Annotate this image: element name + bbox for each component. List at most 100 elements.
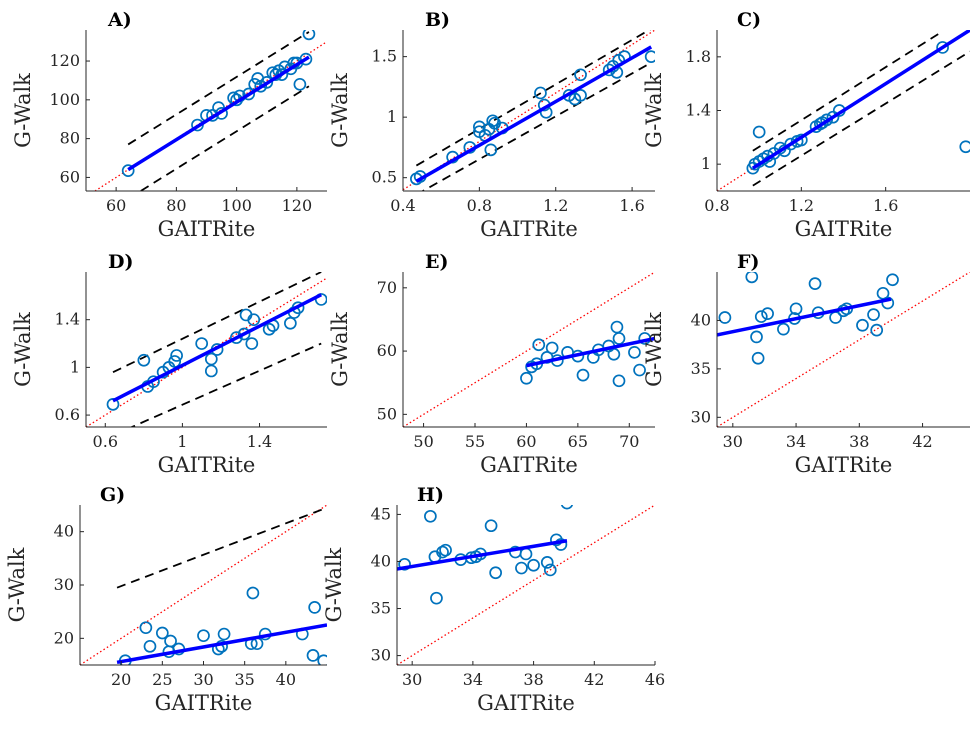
panel-a: 60 80 100 120 60 80 100 120 GAITRite G-Walk A) bbox=[11, 9, 327, 241]
regression-line bbox=[127, 55, 310, 172]
identity-line bbox=[403, 30, 655, 191]
data-point bbox=[484, 143, 498, 157]
data-point bbox=[527, 558, 540, 572]
y-tick-label: 70 bbox=[377, 278, 397, 297]
panel-label: B) bbox=[425, 9, 450, 31]
data-point bbox=[520, 371, 533, 385]
data-point bbox=[633, 363, 646, 377]
x-axis-label: GAITRite bbox=[480, 453, 578, 477]
y-tick-label: 1.4 bbox=[686, 101, 711, 120]
data-point bbox=[554, 538, 568, 551]
y-tick-label: 0.5 bbox=[372, 168, 397, 187]
y-tick-label: 1.5 bbox=[372, 47, 397, 66]
data-point bbox=[314, 293, 327, 306]
identity-line bbox=[403, 272, 655, 427]
x-tick-label: 30 bbox=[723, 432, 743, 451]
limit-of-agreement-line bbox=[138, 85, 310, 191]
y-tick-label: 30 bbox=[371, 646, 391, 665]
data-point bbox=[820, 113, 833, 127]
panel-label: H) bbox=[417, 484, 444, 506]
data-point bbox=[602, 63, 616, 77]
x-tick-label: 50 bbox=[413, 432, 433, 451]
data-point bbox=[293, 77, 307, 91]
identity-line bbox=[86, 277, 327, 427]
y-tick-label: 1 bbox=[70, 357, 80, 376]
y-axis-label: G-Walk bbox=[328, 73, 352, 148]
data-point bbox=[230, 331, 243, 344]
x-tick-label: 46 bbox=[645, 670, 665, 689]
data-point bbox=[745, 272, 759, 284]
y-tick-label: 35 bbox=[371, 599, 391, 618]
limit-of-agreement-line bbox=[129, 342, 322, 427]
x-tick-label: 60 bbox=[106, 196, 126, 215]
data-point bbox=[607, 347, 621, 361]
data-point bbox=[574, 89, 587, 102]
x-tick-label: 1.6 bbox=[873, 196, 898, 215]
y-tick-label: 50 bbox=[377, 404, 397, 423]
data-point bbox=[959, 140, 970, 154]
limit-of-agreement-line bbox=[127, 31, 310, 146]
data-point bbox=[247, 313, 261, 327]
plot-area bbox=[717, 30, 970, 191]
panel-h: 30 34 38 42 46 30 35 40 45 GAITRite G-Walk H) bbox=[322, 484, 665, 715]
y-axis-label: G-Walk bbox=[328, 312, 352, 387]
panel-label: E) bbox=[425, 251, 448, 273]
panel-label: D) bbox=[108, 251, 133, 273]
data-point bbox=[217, 627, 231, 641]
plot-area bbox=[80, 505, 327, 665]
plot-area bbox=[86, 272, 327, 427]
data-point bbox=[197, 629, 210, 643]
x-tick-label: 30 bbox=[402, 670, 422, 689]
y-tick-label: 40 bbox=[54, 522, 74, 541]
data-point bbox=[139, 621, 153, 635]
panel-label: F) bbox=[737, 251, 759, 273]
x-tick-label: 0.6 bbox=[93, 432, 118, 451]
data-point bbox=[777, 322, 790, 336]
data-point bbox=[170, 349, 183, 362]
data-point bbox=[137, 353, 151, 367]
x-tick-label: 0.8 bbox=[467, 196, 492, 215]
data-point bbox=[237, 327, 251, 341]
x-tick-label: 60 bbox=[516, 432, 536, 451]
data-point bbox=[262, 322, 276, 336]
y-tick-label: 1 bbox=[387, 107, 397, 126]
data-point bbox=[302, 30, 316, 41]
limit-of-agreement-line bbox=[752, 50, 970, 187]
y-tick-label: 30 bbox=[691, 407, 711, 426]
data-point bbox=[204, 364, 218, 378]
data-point bbox=[484, 519, 498, 533]
plot-area bbox=[94, 30, 327, 191]
data-point bbox=[143, 639, 157, 653]
data-point bbox=[612, 374, 626, 388]
data-point bbox=[195, 337, 209, 350]
data-point bbox=[246, 586, 260, 600]
x-tick-label: 25 bbox=[152, 670, 172, 689]
data-point bbox=[204, 352, 218, 366]
x-axis-label: GAITRite bbox=[480, 217, 578, 241]
x-tick-label: 34 bbox=[463, 670, 483, 689]
x-tick-label: 38 bbox=[523, 670, 543, 689]
y-tick-label: 60 bbox=[60, 167, 80, 186]
data-point bbox=[543, 563, 557, 577]
limit-of-agreement-line bbox=[420, 61, 652, 191]
panel-c: 0.8 1.2 1.6 1 1.4 1.8 GAITRite G-Walk C) bbox=[642, 9, 970, 241]
limit-of-agreement-line bbox=[415, 30, 651, 167]
panel-f: 30 34 38 42 30 35 40 GAITRite G-Walk F) bbox=[642, 251, 970, 477]
y-tick-label: 1.8 bbox=[686, 47, 711, 66]
y-axis-label: G-Walk bbox=[642, 312, 666, 387]
x-tick-label: 40 bbox=[276, 670, 296, 689]
x-tick-label: 65 bbox=[568, 432, 588, 451]
data-point bbox=[826, 110, 840, 124]
x-tick-label: 20 bbox=[111, 670, 131, 689]
data-point bbox=[519, 547, 533, 561]
y-tick-label: 1 bbox=[701, 154, 711, 173]
data-point bbox=[870, 323, 884, 337]
y-tick-label: 40 bbox=[691, 310, 711, 329]
data-point bbox=[718, 311, 732, 324]
panel-e: 50 55 60 65 70 50 60 70 GAITRite G-Walk E) bbox=[328, 251, 655, 477]
data-point bbox=[881, 296, 895, 310]
plot-area bbox=[397, 505, 655, 665]
data-point bbox=[242, 87, 256, 101]
y-tick-label: 40 bbox=[371, 551, 391, 570]
x-tick-label: 38 bbox=[849, 432, 869, 451]
